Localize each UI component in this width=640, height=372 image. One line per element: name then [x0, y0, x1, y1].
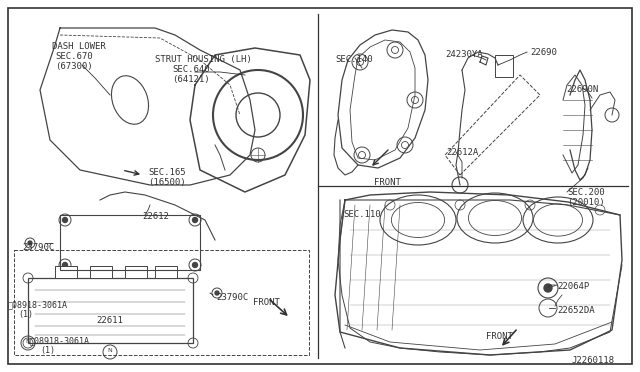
- Bar: [125, 266, 147, 278]
- Text: 22652DA: 22652DA: [557, 306, 595, 315]
- Text: (1): (1): [18, 310, 33, 319]
- Text: 22064P: 22064P: [557, 282, 589, 291]
- Text: N: N: [107, 348, 112, 353]
- Text: 23790C: 23790C: [216, 293, 248, 302]
- Text: (67300): (67300): [55, 62, 93, 71]
- Text: N: N: [25, 339, 29, 344]
- Text: STRUT HOUSING (LH): STRUT HOUSING (LH): [155, 55, 252, 64]
- Text: J2260118: J2260118: [571, 356, 614, 365]
- Text: (16500): (16500): [148, 178, 186, 187]
- Circle shape: [63, 218, 67, 222]
- Text: 22611: 22611: [96, 316, 123, 325]
- Text: 23790C: 23790C: [22, 243, 54, 252]
- Text: ⓝ08918-3061A: ⓝ08918-3061A: [8, 300, 68, 309]
- Bar: [14, 250, 309, 355]
- Bar: [495, 55, 513, 77]
- Text: SEC.200: SEC.200: [567, 188, 605, 197]
- Circle shape: [63, 263, 67, 267]
- Bar: [155, 266, 177, 278]
- Circle shape: [193, 263, 198, 267]
- Circle shape: [215, 291, 219, 295]
- Text: (64121): (64121): [172, 75, 210, 84]
- Text: FRONT: FRONT: [374, 178, 401, 187]
- Text: FRONT: FRONT: [253, 298, 280, 307]
- Text: 22612A: 22612A: [446, 148, 478, 157]
- Text: (1): (1): [40, 346, 55, 355]
- Text: ⓝ08918-3061A: ⓝ08918-3061A: [30, 336, 90, 345]
- Text: FRONT: FRONT: [486, 332, 513, 341]
- Text: 24230YA: 24230YA: [445, 50, 483, 59]
- Circle shape: [544, 284, 552, 292]
- Text: DASH LOWER: DASH LOWER: [52, 42, 106, 51]
- Circle shape: [193, 218, 198, 222]
- Text: SEC.670: SEC.670: [55, 52, 93, 61]
- Text: 22612: 22612: [142, 212, 169, 221]
- Text: SEC.640: SEC.640: [172, 65, 210, 74]
- Text: 22690: 22690: [530, 48, 557, 57]
- Circle shape: [28, 241, 32, 245]
- Bar: [28, 278, 193, 343]
- Text: 22690N: 22690N: [566, 85, 598, 94]
- Text: SEC.140: SEC.140: [335, 55, 372, 64]
- Text: SEC.110: SEC.110: [343, 210, 381, 219]
- Bar: [55, 266, 77, 278]
- Bar: [90, 266, 112, 278]
- Text: SEC.165: SEC.165: [148, 168, 186, 177]
- Text: (20010): (20010): [567, 198, 605, 207]
